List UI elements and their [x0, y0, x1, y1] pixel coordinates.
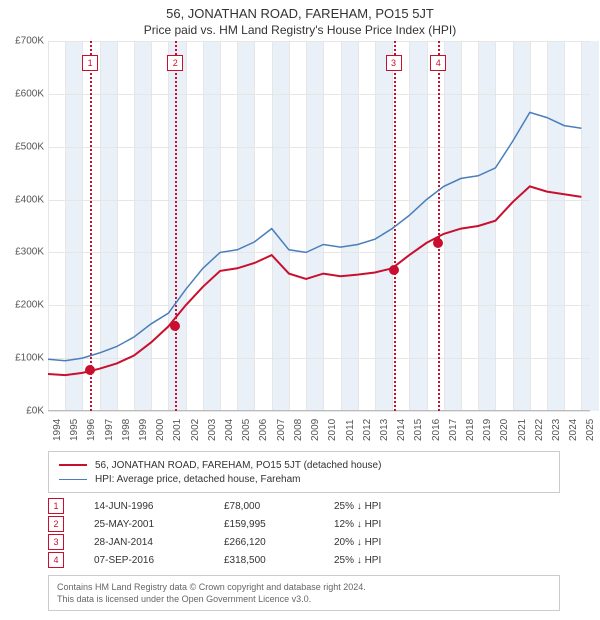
sale-dot [433, 238, 443, 248]
sales-row-badge: 3 [48, 534, 64, 550]
sales-table: 114-JUN-1996£78,00025% ↓ HPI225-MAY-2001… [48, 497, 560, 569]
page-title: 56, JONATHAN ROAD, FAREHAM, PO15 5JT [0, 0, 600, 21]
x-tick-label: 2007 [276, 429, 287, 441]
sales-row-date: 07-SEP-2016 [94, 555, 224, 566]
sales-table-row: 4 07-SEP-2016£318,50025% ↓ HPI [48, 551, 560, 569]
sales-table-row: 1 14-JUN-1996£78,00025% ↓ HPI [48, 497, 560, 515]
footer-line-1: Contains HM Land Registry data © Crown c… [57, 581, 551, 593]
y-tick-label: £200K [2, 300, 44, 311]
sale-dot [389, 265, 399, 275]
legend: 56, JONATHAN ROAD, FAREHAM, PO15 5JT (de… [48, 451, 560, 493]
x-tick-label: 2020 [499, 429, 510, 441]
x-tick-label: 2006 [258, 429, 269, 441]
property-line [48, 186, 581, 375]
legend-row-property: 56, JONATHAN ROAD, FAREHAM, PO15 5JT (de… [59, 458, 549, 472]
x-tick-label: 1994 [52, 429, 63, 441]
x-tick-label: 2017 [448, 429, 459, 441]
legend-swatch-property [59, 464, 87, 466]
sales-row-badge: 2 [48, 516, 64, 532]
x-tick-label: 1996 [86, 429, 97, 441]
hpi-line [48, 112, 581, 360]
sales-row-hpi: 25% ↓ HPI [334, 555, 424, 566]
x-axis-labels: 1994 1995 1996 1997 1998 1999 2000 2001 2002 2003… [48, 411, 590, 445]
x-tick-label: 2003 [207, 429, 218, 441]
x-tick-label: 2008 [293, 429, 304, 441]
sales-table-row: 3 28-JAN-2014£266,12020% ↓ HPI [48, 533, 560, 551]
sales-row-hpi: 25% ↓ HPI [334, 501, 424, 512]
y-tick-label: £0K [2, 406, 44, 417]
x-tick-label: 2009 [310, 429, 321, 441]
x-tick-label: 2002 [190, 429, 201, 441]
x-tick-label: 1998 [121, 429, 132, 441]
x-tick-label: 2011 [345, 429, 356, 441]
sales-row-price: £266,120 [224, 537, 334, 548]
legend-label-hpi: HPI: Average price, detached house, Fare… [95, 474, 301, 485]
footer-line-2: This data is licensed under the Open Gov… [57, 593, 551, 605]
x-tick-label: 2023 [551, 429, 562, 441]
x-tick-label: 1995 [69, 429, 80, 441]
footer: Contains HM Land Registry data © Crown c… [48, 575, 560, 611]
sales-row-badge: 4 [48, 552, 64, 568]
sales-row-date: 28-JAN-2014 [94, 537, 224, 548]
price-chart: £0K£100K£200K£300K£400K£500K£600K£700K12… [48, 41, 590, 411]
sales-row-price: £318,500 [224, 555, 334, 566]
x-tick-label: 2024 [568, 429, 579, 441]
x-tick-label: 2005 [241, 429, 252, 441]
legend-label-property: 56, JONATHAN ROAD, FAREHAM, PO15 5JT (de… [95, 460, 381, 471]
y-tick-label: £400K [2, 194, 44, 205]
legend-swatch-hpi [59, 479, 87, 480]
legend-row-hpi: HPI: Average price, detached house, Fare… [59, 472, 549, 486]
x-tick-label: 2022 [534, 429, 545, 441]
y-tick-label: £700K [2, 36, 44, 47]
x-tick-label: 2016 [431, 429, 442, 441]
x-tick-label: 2018 [465, 429, 476, 441]
x-tick-label: 2010 [327, 429, 338, 441]
page-subtitle: Price paid vs. HM Land Registry's House … [0, 21, 600, 41]
x-tick-label: 2015 [413, 429, 424, 441]
x-tick-label: 2012 [362, 429, 373, 441]
x-tick-label: 1999 [138, 429, 149, 441]
sales-row-price: £159,995 [224, 519, 334, 530]
y-tick-label: £300K [2, 247, 44, 258]
y-tick-label: £600K [2, 88, 44, 99]
x-tick-label: 2021 [517, 429, 528, 441]
y-tick-label: £100K [2, 353, 44, 364]
y-tick-label: £500K [2, 141, 44, 152]
x-tick-label: 2000 [155, 429, 166, 441]
chart-svg [48, 41, 590, 411]
x-tick-label: 2025 [585, 429, 596, 441]
x-tick-label: 1997 [104, 429, 115, 441]
sales-row-hpi: 12% ↓ HPI [334, 519, 424, 530]
sales-table-row: 2 25-MAY-2001£159,99512% ↓ HPI [48, 515, 560, 533]
sales-row-badge: 1 [48, 498, 64, 514]
sales-row-date: 14-JUN-1996 [94, 501, 224, 512]
sales-row-date: 25-MAY-2001 [94, 519, 224, 530]
sales-row-hpi: 20% ↓ HPI [334, 537, 424, 548]
x-tick-label: 2019 [482, 429, 493, 441]
sale-dot [85, 365, 95, 375]
x-tick-label: 2001 [172, 429, 183, 441]
sales-row-price: £78,000 [224, 501, 334, 512]
x-tick-label: 2004 [224, 429, 235, 441]
x-tick-label: 2014 [396, 429, 407, 441]
sale-dot [170, 321, 180, 331]
x-tick-label: 2013 [379, 429, 390, 441]
